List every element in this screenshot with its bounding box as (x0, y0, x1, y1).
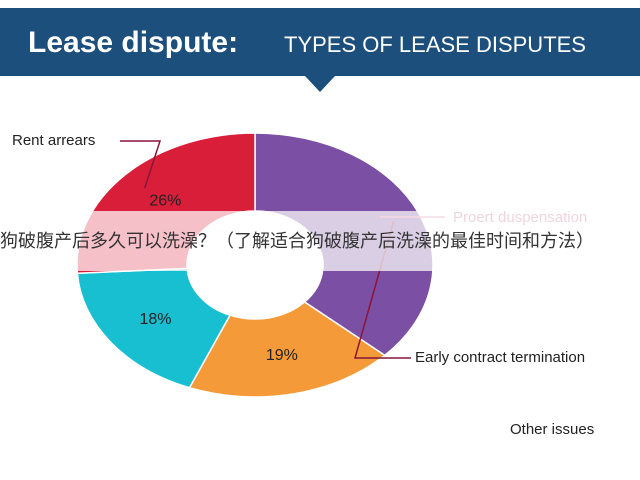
category-label: Early contract termination (415, 349, 585, 366)
donut-slice (76, 267, 232, 389)
annotation: Other issues (510, 421, 594, 438)
header-band (0, 8, 640, 76)
chart-subtitle: TYPES OF LEASE DISPUTES (284, 32, 586, 57)
value-label: 19% (266, 347, 298, 364)
donut-slice (188, 301, 387, 398)
header-pointer (305, 76, 335, 92)
overlay-text: 狗破腹产后多久可以洗澡？（了解适合狗破腹产后洗澡的最佳时间和方法） (0, 231, 594, 251)
donut (76, 132, 434, 398)
value-label: 18% (139, 311, 171, 328)
overlay-banner (0, 211, 640, 271)
chart-title: Lease dispute: (28, 26, 238, 59)
value-label: 26% (149, 193, 181, 210)
leader-line (120, 140, 162, 189)
category-label: Rent arrears (12, 132, 95, 149)
